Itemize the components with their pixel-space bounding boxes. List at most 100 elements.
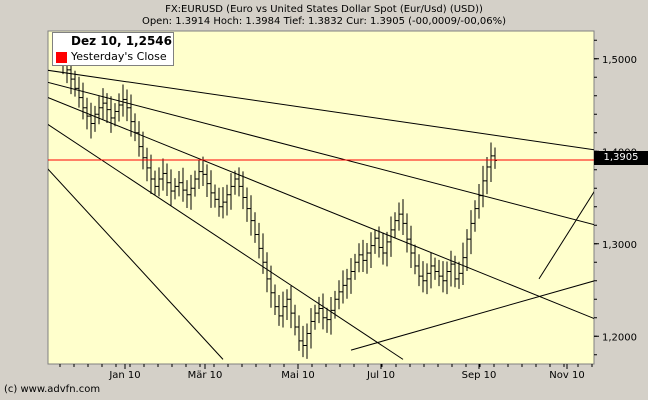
legend-series-label: Yesterday's Close: [71, 50, 167, 63]
price-bar: [149, 154, 153, 194]
trendline-5: [350, 280, 594, 351]
price-bar: [245, 187, 249, 222]
price-bar: [225, 184, 229, 216]
price-bar: [341, 270, 345, 304]
price-bar: [349, 258, 353, 294]
price-bar: [285, 289, 289, 320]
price-bar: [485, 156, 489, 195]
price-bar: [153, 170, 157, 195]
trendlines: [48, 69, 594, 360]
price-bar: [165, 163, 169, 197]
price-bar: [241, 171, 245, 210]
price-bar: [389, 216, 393, 257]
price-bar: [421, 261, 425, 293]
price-bar: [417, 254, 421, 287]
price-bar: [205, 164, 209, 197]
price-bar: [305, 323, 309, 359]
price-bar: [373, 229, 377, 254]
price-bar: [77, 76, 81, 108]
price-bar: [461, 242, 465, 286]
price-bar: [489, 142, 493, 182]
price-bar: [409, 225, 413, 268]
price-bar: [317, 296, 321, 324]
price-bar: [345, 268, 349, 299]
price-bar: [441, 261, 445, 293]
price-bar: [269, 265, 273, 308]
price-bar: [445, 261, 449, 295]
price-bar: [273, 284, 277, 315]
price-bar: [141, 131, 145, 170]
price-bar: [145, 147, 149, 182]
y-tick-label: 1,2000: [602, 332, 637, 343]
y-tick-label: 1,3000: [602, 240, 637, 251]
price-bar: [381, 232, 385, 265]
trendline-2: [48, 97, 594, 320]
price-bar: [321, 293, 325, 330]
price-bar: [161, 158, 165, 191]
price-bar: [297, 315, 301, 351]
price-bar: [293, 304, 297, 336]
price-bar: [481, 165, 485, 208]
price-bar: [477, 183, 481, 219]
current-price-box: 1,3905: [594, 151, 648, 165]
price-bar: [73, 70, 77, 97]
price-bar: [289, 285, 293, 329]
legend-swatch-red: [56, 52, 67, 63]
price-bar: [337, 280, 341, 310]
price-bar: [385, 231, 389, 267]
price-bar: [249, 195, 253, 236]
price-bar: [333, 290, 337, 319]
price-bar: [217, 187, 221, 217]
price-bar: [369, 232, 373, 268]
price-bar: [281, 291, 285, 328]
legend-date-value: Dez 10, 1,2546: [71, 34, 173, 48]
trendline-3: [48, 168, 224, 360]
price-bar: [157, 167, 161, 197]
price-bar: [449, 250, 453, 287]
price-bar: [353, 253, 357, 280]
price-bar: [229, 173, 233, 210]
price-bar: [117, 93, 121, 122]
trendline-6: [538, 191, 594, 280]
copyright-notice: (c) www.advfn.com: [4, 384, 101, 395]
x-axis: Jan 10 Mär 10 Mai 10 Jul 10 Sep 10 Nov 10: [59, 364, 593, 381]
price-bar: [469, 210, 473, 255]
y-tick-label: 1,5000: [602, 55, 637, 66]
x-tick-label: Mai 10: [281, 370, 314, 381]
price-bar: [173, 178, 177, 200]
price-bar: [457, 261, 461, 289]
price-bar: [437, 259, 441, 287]
price-bar: [365, 243, 369, 274]
price-bar: [85, 97, 89, 130]
price-bar: [405, 213, 409, 253]
price-bar: [313, 304, 317, 330]
x-tick-label: Mär 10: [188, 370, 223, 381]
trendline-4: [48, 123, 404, 360]
legend-box: Dez 10, 1,2546 Yesterday's Close: [52, 32, 174, 66]
price-bar: [357, 243, 361, 273]
price-bar: [89, 102, 93, 139]
price-bar: [181, 167, 185, 202]
price-bar: [193, 170, 197, 197]
price-bar: [397, 202, 401, 231]
price-bar: [401, 199, 405, 236]
price-bar: [125, 89, 129, 122]
price-bar: [129, 94, 133, 137]
price-bar: [453, 255, 457, 288]
price-bar: [209, 170, 213, 208]
price-bar: [93, 105, 97, 132]
price-bar: [101, 88, 105, 120]
price-bar: [197, 159, 201, 189]
quote-line: Open: 1.3914 Hoch: 1.3984 Tief: 1.3832 C…: [141, 16, 507, 27]
price-bar: [301, 325, 305, 358]
price-bar: [393, 212, 397, 239]
plot-area: [47, 30, 595, 365]
chart-title: FX:EURUSD (Euro vs United States Dollar …: [165, 4, 483, 15]
price-bar: [121, 84, 125, 117]
price-bar: [253, 212, 257, 243]
x-tick-label: Jan 10: [108, 370, 140, 381]
price-bar: [105, 93, 109, 123]
price-bar: [221, 187, 225, 219]
